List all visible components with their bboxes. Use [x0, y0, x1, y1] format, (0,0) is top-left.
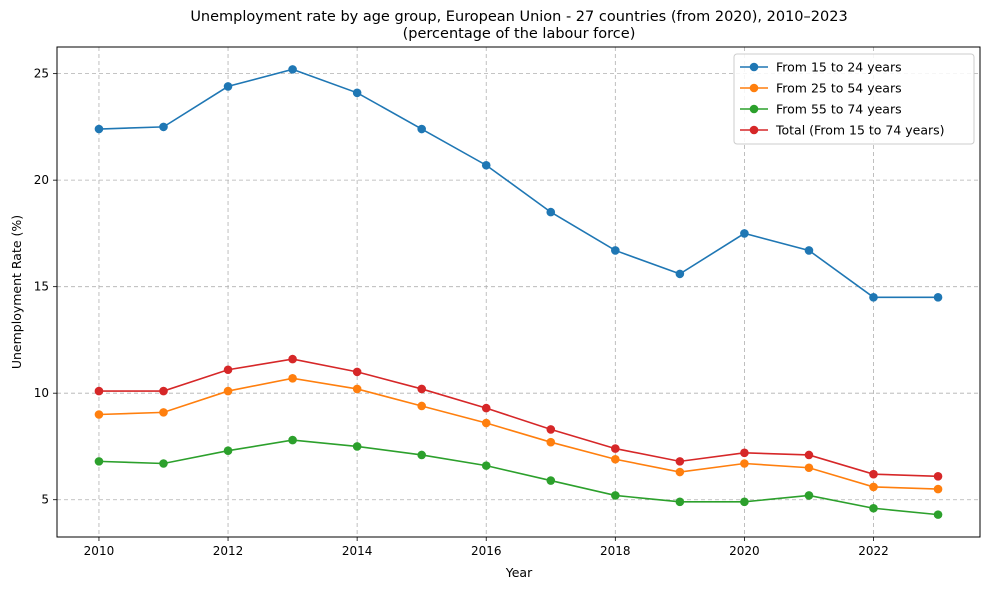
data-point — [933, 471, 943, 481]
legend-label: Total (From 15 to 74 years) — [775, 123, 945, 138]
x-tick-label: 2010 — [84, 544, 115, 558]
data-point — [159, 408, 168, 417]
series-line — [98, 439, 939, 516]
legend-marker — [749, 104, 759, 114]
data-point — [675, 467, 685, 477]
data-point — [159, 122, 168, 132]
data-point — [804, 491, 814, 500]
series-2 — [94, 435, 943, 519]
y-axis-ticks: 5 10 15 20 25 — [34, 67, 57, 507]
data-point — [933, 484, 943, 494]
data-point — [740, 459, 749, 468]
data-point — [223, 386, 233, 396]
x-tick-label: 2020 — [729, 544, 760, 558]
y-axis-label: Unemployment Rate (%) — [9, 215, 24, 369]
data-point — [481, 160, 491, 170]
data-point — [546, 476, 556, 485]
data-point — [352, 367, 362, 377]
series-1 — [94, 373, 943, 494]
data-point — [159, 459, 168, 468]
data-point — [611, 454, 620, 464]
data-point — [352, 88, 362, 98]
chart-title-line-1: Unemployment rate by age group, European… — [190, 9, 847, 25]
data-point — [869, 503, 878, 513]
data-point — [546, 207, 556, 217]
data-point — [740, 229, 749, 238]
data-point — [804, 463, 814, 473]
data-point — [94, 386, 104, 396]
data-point — [740, 497, 749, 507]
series-line — [98, 68, 939, 299]
data-point — [352, 384, 362, 394]
data-point — [223, 82, 233, 91]
data-point — [675, 497, 685, 507]
y-tick-label: 15 — [34, 280, 49, 294]
data-point — [288, 354, 297, 364]
data-point — [481, 418, 491, 428]
series-line — [98, 358, 939, 478]
data-point — [159, 386, 168, 396]
data-point — [546, 425, 556, 434]
data-point — [740, 448, 749, 458]
data-point — [417, 384, 426, 394]
legend-marker — [749, 83, 759, 93]
legend-marker — [749, 62, 759, 72]
y-tick-label: 10 — [34, 386, 49, 400]
legend-label: From 55 to 74 years — [776, 102, 902, 117]
y-tick-label: 20 — [34, 173, 49, 187]
x-tick-label: 2012 — [213, 544, 244, 558]
series-3 — [94, 354, 943, 481]
data-point — [223, 365, 233, 375]
data-point — [804, 450, 814, 460]
x-tick-label: 2014 — [342, 544, 373, 558]
y-tick-label: 25 — [34, 67, 49, 81]
legend-box — [733, 53, 975, 145]
data-point — [869, 482, 878, 492]
data-point — [94, 124, 104, 134]
chart-title-line-2: (percentage of the labour force) — [403, 26, 636, 42]
legend-label: From 25 to 54 years — [776, 81, 902, 96]
data-point — [288, 373, 297, 383]
data-point — [611, 246, 620, 255]
data-point — [223, 446, 233, 456]
data-point — [94, 457, 104, 466]
data-point — [481, 403, 491, 413]
data-point — [869, 293, 878, 302]
series-lines — [94, 65, 943, 519]
legend: From 15 to 24 years From 25 to 54 years Fr… — [733, 53, 975, 145]
data-point — [481, 461, 491, 470]
data-point — [417, 450, 426, 460]
legend-marker — [749, 125, 759, 135]
series-0 — [94, 65, 943, 302]
data-point — [288, 65, 297, 74]
y-tick-label: 5 — [41, 493, 49, 507]
data-point — [675, 457, 685, 466]
data-point — [611, 491, 620, 500]
data-point — [352, 442, 362, 451]
plot-area-frame — [56, 46, 981, 538]
data-point — [611, 444, 620, 453]
data-point — [288, 435, 297, 445]
data-point — [546, 437, 556, 447]
x-tick-label: 2016 — [471, 544, 502, 558]
x-axis-label: Year — [505, 565, 533, 580]
legend-label: From 15 to 24 years — [776, 60, 902, 75]
data-point — [869, 469, 878, 479]
data-point — [804, 246, 814, 255]
data-point — [675, 269, 685, 279]
data-point — [417, 124, 426, 134]
series-line — [98, 377, 939, 490]
x-tick-label: 2018 — [600, 544, 631, 558]
data-point — [94, 410, 104, 419]
data-point — [933, 510, 943, 519]
x-axis-ticks: 2010 2012 2014 2016 2018 2020 2022 — [84, 537, 889, 558]
data-point — [417, 401, 426, 411]
data-point — [933, 293, 943, 302]
x-tick-label: 2022 — [858, 544, 889, 558]
